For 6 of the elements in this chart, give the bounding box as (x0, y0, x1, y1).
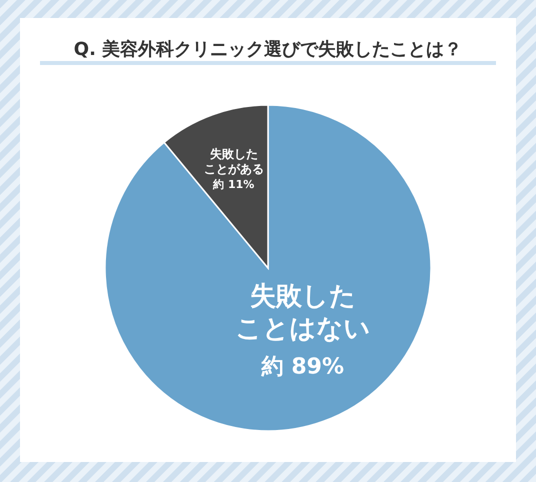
slice-label: 失敗したことがある (204, 146, 264, 176)
data-label: 約 89% (260, 354, 344, 380)
slice-label: 失敗したことはない (235, 282, 370, 344)
chart-title: Q. 美容外科クリニック選びで失敗したことは？ (74, 39, 462, 60)
pie-slice (104, 104, 432, 432)
data-label: 約 11% (212, 178, 254, 191)
